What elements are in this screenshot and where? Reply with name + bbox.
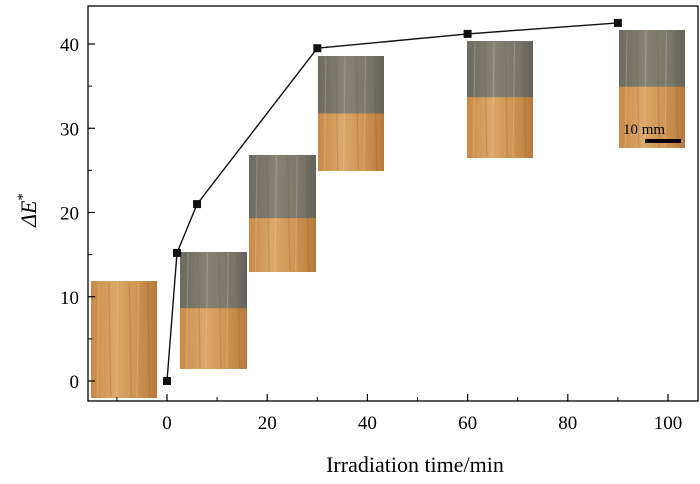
y-tick-label: 20 xyxy=(60,204,79,225)
scale-bar-label: 10 mm xyxy=(623,122,665,138)
y-axis-title-main: ΔE xyxy=(16,200,41,228)
x-tick-label: 20 xyxy=(258,413,277,434)
data-point xyxy=(173,248,182,257)
y-axis-title-superscript: * xyxy=(15,193,31,201)
sample-60min xyxy=(467,41,533,158)
scale-bar xyxy=(645,139,681,143)
data-point xyxy=(313,44,322,53)
x-tick-label: 100 xyxy=(654,413,683,434)
y-tick-label: 10 xyxy=(60,288,79,309)
data-point xyxy=(463,29,472,38)
y-tick-label: 0 xyxy=(70,372,80,393)
sample-10min xyxy=(249,155,316,272)
y-axis-title: ΔE* xyxy=(15,193,41,228)
x-axis-title: Irradiation time/min xyxy=(326,452,504,477)
plot-frame xyxy=(87,5,699,402)
sample-30min xyxy=(318,56,384,171)
x-tick-label: 80 xyxy=(558,413,577,434)
y-tick-label: 30 xyxy=(60,119,79,140)
series-line xyxy=(166,22,618,382)
svg-text:ΔE*: ΔE* xyxy=(15,193,41,228)
sample-0min xyxy=(91,281,157,398)
sample-insets xyxy=(91,30,685,398)
x-tick-label: 40 xyxy=(358,413,377,434)
y-tick-label: 40 xyxy=(60,35,79,56)
sample-90min xyxy=(619,30,685,148)
data-point xyxy=(193,200,202,209)
x-tick-label: 60 xyxy=(458,413,477,434)
axis-ticks: 0 20 40 60 80 100 0 10 20 30 40 xyxy=(60,35,682,434)
data-point xyxy=(613,18,622,27)
data-point xyxy=(163,377,171,385)
sample-2min xyxy=(180,252,247,369)
x-tick-label: 0 xyxy=(162,413,172,434)
data-series xyxy=(163,18,622,385)
